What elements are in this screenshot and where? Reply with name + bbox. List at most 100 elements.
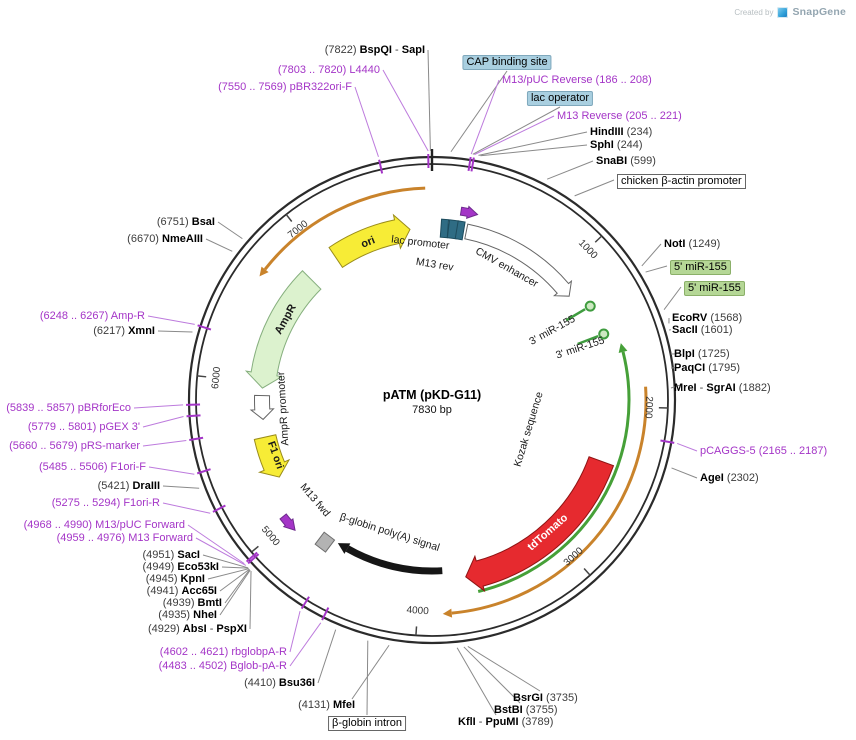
callout-4959-4976-m13-forward[interactable]: (4959 .. 4976) M13 Forward xyxy=(57,532,193,545)
callout-4929-absi-pspxi[interactable]: (4929) AbsI - PspXI xyxy=(148,623,247,636)
ruler-tick-6000 xyxy=(197,375,207,378)
feature-miR-155-hairpin-2-stem[interactable] xyxy=(577,334,599,346)
label-text: (1249) xyxy=(685,238,721,250)
callout-4945-kpni[interactable]: (4945) KpnI xyxy=(146,573,205,586)
callout-4939-bmti[interactable]: (4939) BmtI xyxy=(163,597,222,610)
label-text: (186 .. 208) xyxy=(595,74,652,86)
primer-site-tick xyxy=(212,504,226,513)
callout-bstbi-3755[interactable]: BstBI (3755) xyxy=(494,704,558,717)
feature-beta-globin-polyA-signal[interactable] xyxy=(345,545,443,575)
tick-label-5000: 5000 xyxy=(259,524,282,548)
feature-CAP-binding-site[interactable] xyxy=(439,218,450,239)
feature-orf-arc-green[interactable] xyxy=(477,351,631,593)
callout-4483-4502-bglob-pa-r[interactable]: (4483 .. 4502) Bglob-pA-R xyxy=(159,660,287,673)
feature-label-3-mir-155[interactable]: 3' miR-155 xyxy=(527,313,577,348)
callout-sphi-244[interactable]: SphI (244) xyxy=(590,139,643,152)
callout-7822-bspqi-sapi[interactable]: (7822) BspQI - SapI xyxy=(325,44,425,57)
callout-6248-6267-amp-r[interactable]: (6248 .. 6267) Amp-R xyxy=(40,310,145,323)
callout-4131-mfei[interactable]: (4131) MfeI xyxy=(298,699,355,712)
feature-label-kozak-sequence[interactable]: Kozak sequence xyxy=(512,390,546,468)
plasmid-size: 7830 bp xyxy=(412,404,452,416)
feature-label-ori[interactable]: ori xyxy=(359,234,377,250)
callout-hindiii-234[interactable]: HindIII (234) xyxy=(590,126,652,139)
callout-4941-acc65i[interactable]: (4941) Acc65I xyxy=(147,585,217,598)
feature-orf-arc-upper-left[interactable] xyxy=(263,186,426,271)
label-text: (6248 .. 6267) xyxy=(39,310,111,322)
enzyme-name: MfeI xyxy=(333,699,355,711)
callout-5275-5294-f1ori-r[interactable]: (5275 .. 5294) F1ori-R xyxy=(52,497,160,510)
feature-label-ampr-promoter[interactable]: AmpR promoter xyxy=(275,371,291,446)
callout-globin-intron[interactable]: β-globin intron xyxy=(328,716,406,731)
label-text: (4968 .. 4990) xyxy=(23,519,96,531)
feature-label-m13-rev[interactable]: M13 rev xyxy=(415,256,455,274)
callout-4935-nhei[interactable]: (4935) NheI xyxy=(158,609,217,622)
feature-lac-operator[interactable] xyxy=(454,220,466,241)
callout-blpi-1725[interactable]: BlpI (1725) xyxy=(674,348,730,361)
callout-lac-operator[interactable]: lac operator xyxy=(526,91,594,106)
feature-ori[interactable] xyxy=(328,213,411,269)
primer-site-tick xyxy=(186,414,201,418)
callout-4410-bsu36i[interactable]: (4410) Bsu36I xyxy=(244,677,315,690)
callout-agei-2302[interactable]: AgeI (2302) xyxy=(700,472,759,485)
enzyme-name: MreI xyxy=(674,382,697,394)
callout-4968-4990-m13-puc-forward[interactable]: (4968 .. 4990) M13/pUC Forward xyxy=(24,519,185,532)
callout-5-mir-155[interactable]: 5' miR-155 xyxy=(684,281,745,296)
callout-m13-puc-reverse-186-208[interactable]: M13/pUC Reverse (186 .. 208) xyxy=(502,74,652,87)
primer-name: Amp-R xyxy=(110,310,145,322)
feature-M13-rev-primer[interactable] xyxy=(459,205,479,220)
callout-5779-5801-pgex-3[interactable]: (5779 .. 5801) pGEX 3' xyxy=(28,421,140,434)
callout-m13-reverse-205-221[interactable]: M13 Reverse (205 .. 221) xyxy=(557,110,682,123)
feature-label-3-mir-155[interactable]: 3' miR-155 xyxy=(554,334,606,361)
callout-chicken-actin-promoter[interactable]: chicken β-actin promoter xyxy=(617,174,746,189)
feature-M13-fwd-primer[interactable] xyxy=(279,513,296,531)
callout-4951-saci[interactable]: (4951) SacI xyxy=(143,549,201,562)
feature-AmpR-promoter[interactable] xyxy=(249,394,275,421)
label-text: (5275 .. 5294) xyxy=(51,497,124,509)
feature-miR-155-hairpin-2-loop[interactable] xyxy=(598,328,610,340)
callout-bsrgi-3735[interactable]: BsrGI (3735) xyxy=(513,692,578,705)
callout-kfli-ppumi-3789[interactable]: KflI - PpuMI (3789) xyxy=(458,716,553,729)
feature-miR-155-hairpin-1-loop[interactable] xyxy=(584,300,596,312)
enzyme-name: BstBI xyxy=(494,704,523,716)
feature-miR-155-hairpin-1-stem[interactable] xyxy=(565,308,586,322)
feature-AmpR[interactable] xyxy=(244,270,322,389)
callout-7550-7569-pbr322ori-f[interactable]: (7550 .. 7569) pBR322ori-F xyxy=(218,81,352,94)
label-text: (7822) xyxy=(324,44,360,56)
feature-label-m13-fwd[interactable]: M13 fwd xyxy=(298,481,333,519)
callout-pcaggs-5-2165-2187[interactable]: pCAGGS-5 (2165 .. 2187) xyxy=(700,445,827,458)
tick-label-3000: 3000 xyxy=(562,545,586,568)
callout-5421-draiii[interactable]: (5421) DraIII xyxy=(98,480,160,493)
callout-7803-7820-l4440[interactable]: (7803 .. 7820) L4440 xyxy=(278,64,380,77)
feature-gray-element[interactable] xyxy=(314,531,336,553)
callout-6670-nmeaiii[interactable]: (6670) NmeAIII xyxy=(127,233,203,246)
callout-mrei-sgrai-1882[interactable]: MreI - SgrAI (1882) xyxy=(674,382,771,395)
enzyme-name: AbsI xyxy=(182,623,207,635)
feature-label-globin-poly-a-signal[interactable]: β-globin poly(A) signal xyxy=(338,511,441,554)
callout-5485-5506-f1ori-f[interactable]: (5485 .. 5506) F1ori-F xyxy=(39,461,146,474)
callout-leader-line xyxy=(205,238,233,252)
callout-snabi-599[interactable]: SnaBI (599) xyxy=(596,155,656,168)
feature-F1-ori[interactable] xyxy=(253,434,291,478)
enzyme-name: SacI xyxy=(177,549,200,561)
callout-6217-xmni[interactable]: (6217) XmnI xyxy=(93,325,155,338)
plasmid-name: pATM (pKD-G11) xyxy=(382,388,482,402)
callout-5660-5679-prs-marker[interactable]: (5660 .. 5679) pRS-marker xyxy=(9,440,140,453)
primer-name: pBR322ori-F xyxy=(289,81,352,93)
callout-noti-1249[interactable]: NotI (1249) xyxy=(664,238,720,251)
callout-5839-5857-pbrforeco[interactable]: (5839 .. 5857) pBRforEco xyxy=(6,402,131,415)
callout-4949-eco53ki[interactable]: (4949) Eco53kI xyxy=(143,561,219,574)
callout-5-mir-155[interactable]: 5' miR-155 xyxy=(670,260,731,275)
primer-name: M13 Reverse xyxy=(557,110,626,122)
callout-6751-bsai[interactable]: (6751) BsaI xyxy=(157,216,215,229)
callout-cap-binding-site[interactable]: CAP binding site xyxy=(462,55,552,70)
feature-tdTomato[interactable] xyxy=(465,456,615,593)
callout-ecorv-1568[interactable]: EcoRV (1568) xyxy=(672,312,742,325)
feature-CMV-enhancer-actin-promoter[interactable] xyxy=(464,223,573,297)
callout-4602-4621-rbglobpa-r[interactable]: (4602 .. 4621) rbglobpA-R xyxy=(160,646,287,659)
callout-sacii-1601[interactable]: SacII (1601) xyxy=(672,324,733,337)
callout-leader-line xyxy=(187,524,245,565)
callout-paqci-1795[interactable]: PaqCI (1795) xyxy=(674,362,740,375)
feature-orf-arc-right[interactable] xyxy=(451,386,648,615)
callout-leader-line xyxy=(148,466,195,475)
